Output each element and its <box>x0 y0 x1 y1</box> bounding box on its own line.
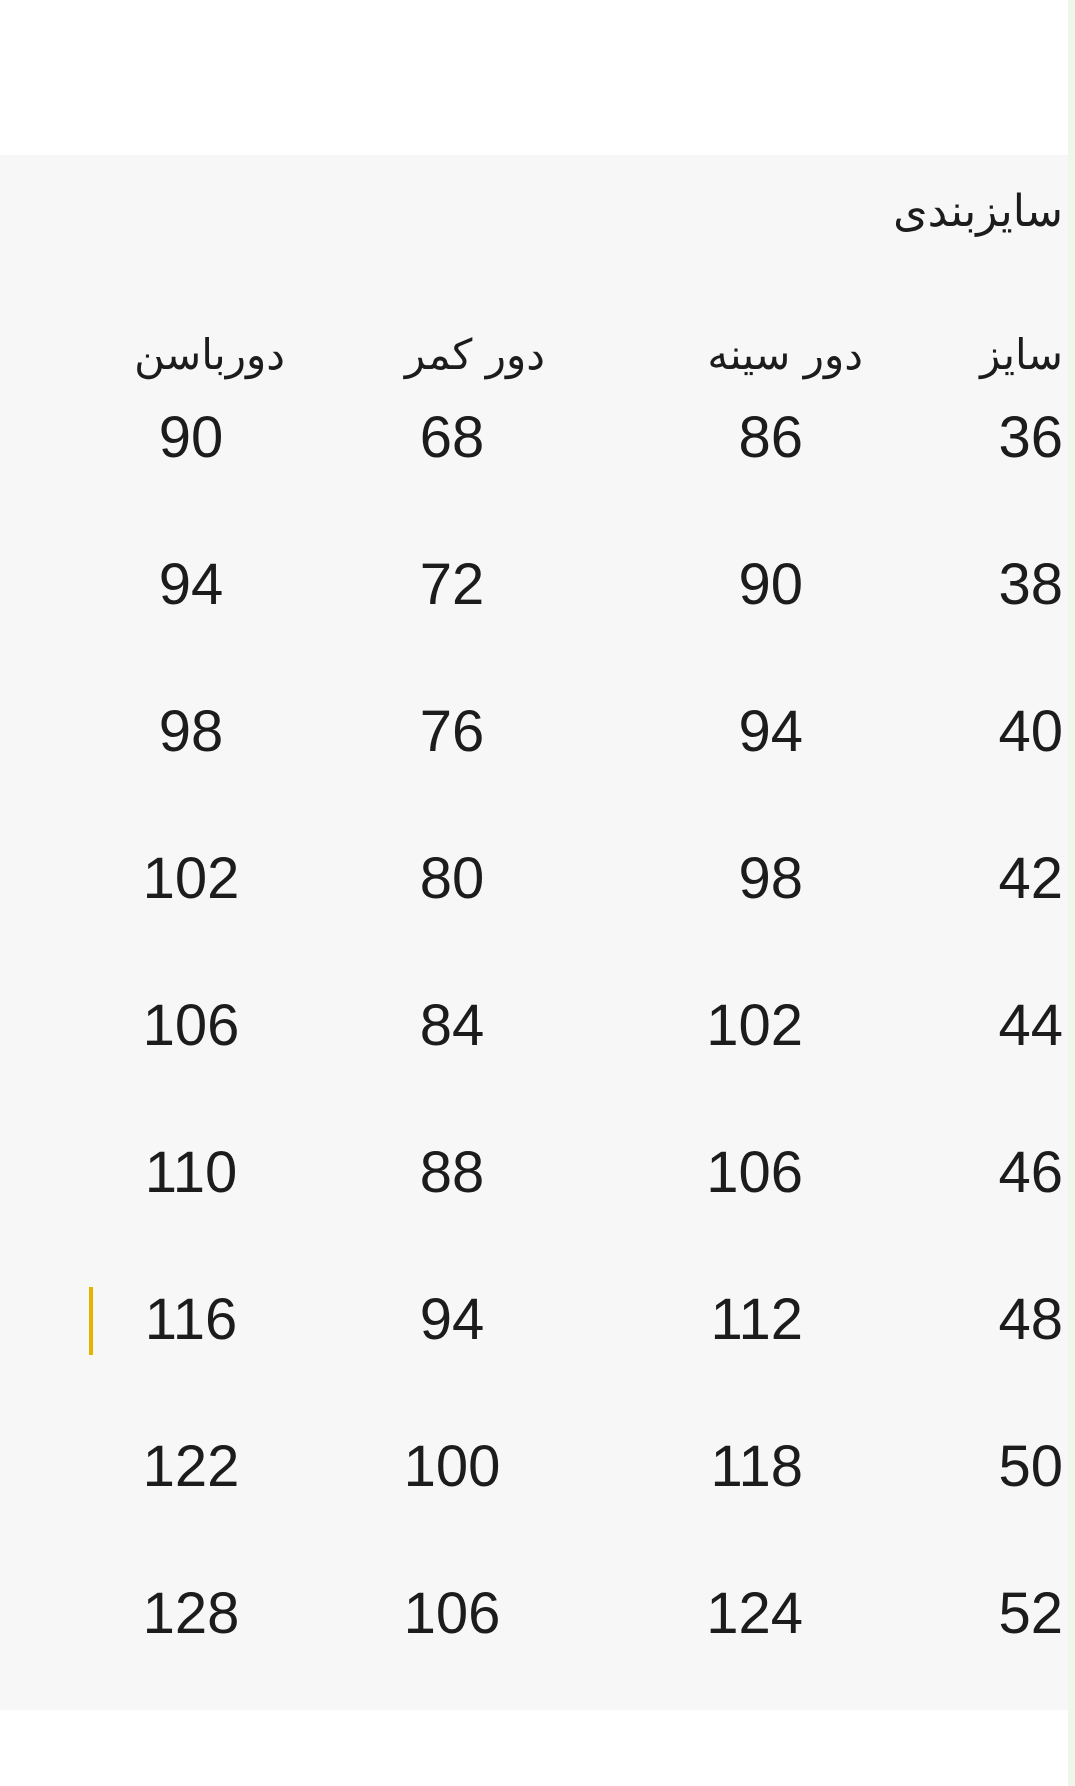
cell-hip: 122 <box>142 1434 240 1499</box>
cell-chest: 106 <box>706 1140 803 1205</box>
cell-waist: 106 <box>403 1581 501 1646</box>
cell-size: 46 <box>998 1140 1063 1205</box>
cell-size: 40 <box>998 699 1063 764</box>
cell-size: 44 <box>998 993 1063 1058</box>
cell-hip: 98 <box>158 699 224 764</box>
cell-hip: 106 <box>142 993 240 1058</box>
cell-waist: 76 <box>419 699 485 764</box>
cell-size: 42 <box>998 846 1063 911</box>
header-chest: دور سینه <box>707 330 863 379</box>
size-chart-title: سایزبندی <box>893 186 1063 237</box>
cell-chest: 102 <box>706 993 803 1058</box>
cell-hip: 102 <box>142 846 240 911</box>
cell-hip: 90 <box>158 405 224 470</box>
cell-size: 52 <box>998 1581 1063 1646</box>
cell-hip: 110 <box>144 1140 238 1205</box>
cell-hip: 116 <box>144 1287 238 1352</box>
header-size: سایز <box>980 330 1063 379</box>
cell-waist: 68 <box>419 405 485 470</box>
cell-chest: 124 <box>706 1581 803 1646</box>
cell-waist: 100 <box>403 1434 501 1499</box>
cell-waist: 80 <box>419 846 485 911</box>
cell-size: 48 <box>998 1287 1063 1352</box>
cell-chest: 118 <box>710 1434 803 1499</box>
cell-size: 36 <box>998 405 1063 470</box>
header-hip: دورباسن <box>134 330 285 379</box>
cell-hip: 128 <box>142 1581 240 1646</box>
right-edge <box>1068 0 1075 1786</box>
cell-size: 38 <box>998 552 1063 617</box>
header-waist: دور کمر <box>404 330 545 379</box>
cell-chest: 94 <box>738 699 803 764</box>
cell-chest: 86 <box>738 405 803 470</box>
cell-size: 50 <box>998 1434 1063 1499</box>
cell-chest: 90 <box>738 552 803 617</box>
cell-waist: 94 <box>419 1287 485 1352</box>
size-chart-panel <box>0 155 1068 1710</box>
cell-chest: 112 <box>710 1287 803 1352</box>
cell-hip: 94 <box>158 552 224 617</box>
cell-waist: 84 <box>419 993 485 1058</box>
text-cursor <box>89 1287 93 1355</box>
cell-waist: 88 <box>419 1140 485 1205</box>
cell-chest: 98 <box>738 846 803 911</box>
cell-waist: 72 <box>419 552 485 617</box>
